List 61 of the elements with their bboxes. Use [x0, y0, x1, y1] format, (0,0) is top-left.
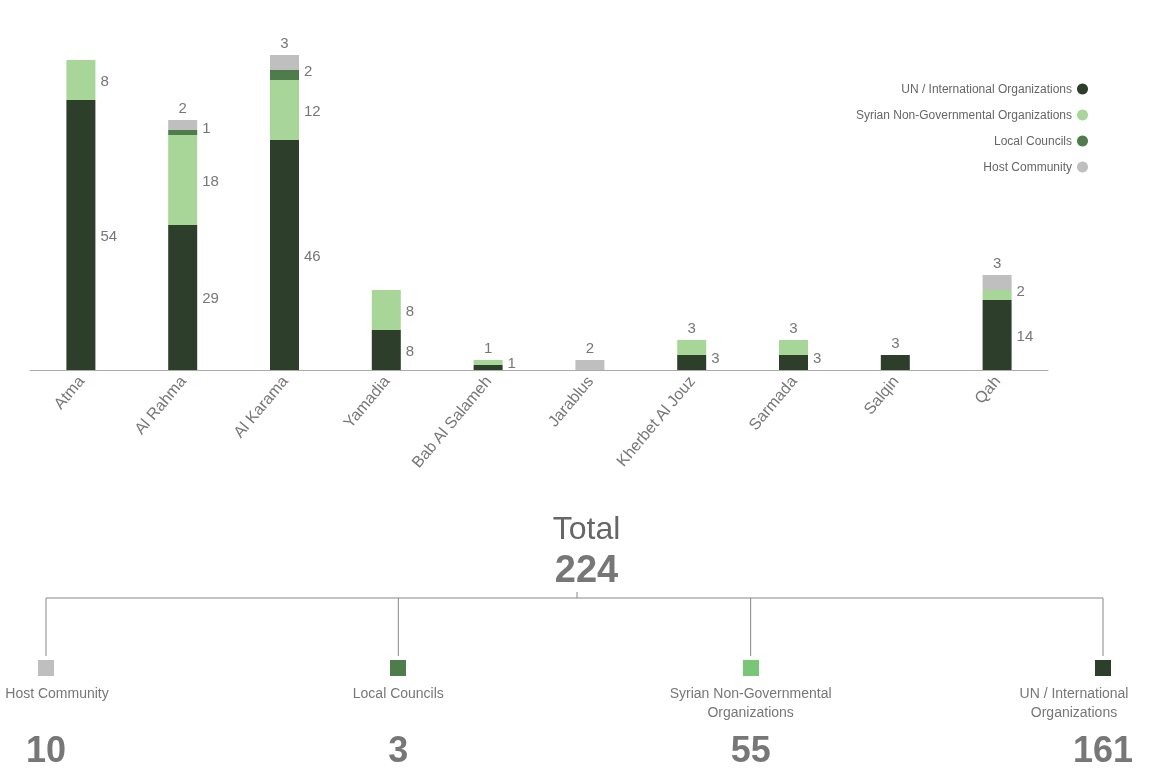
bar — [982, 275, 1012, 290]
data-label: 161 — [1071, 729, 1135, 770]
data-label: 3 — [789, 319, 798, 336]
category-label: UN / International Organizations — [1018, 684, 1130, 722]
bar — [168, 135, 198, 225]
data-label: 1 — [507, 354, 516, 371]
category-label: Host Community — [4, 684, 110, 703]
data-label: 3 — [992, 254, 1002, 271]
data-label: 2 — [585, 339, 595, 356]
bar — [779, 355, 808, 370]
legend-label: Host Community — [983, 160, 1072, 174]
data-label: 8 — [405, 341, 415, 359]
bar — [168, 120, 198, 130]
data-label: 2 — [1016, 281, 1025, 299]
data-label: 46 — [304, 246, 321, 264]
bar — [371, 330, 401, 370]
bar — [66, 60, 96, 100]
bar — [677, 355, 707, 370]
data-label: 3 — [387, 729, 410, 770]
data-label: 12 — [304, 101, 321, 119]
data-label: 2 — [178, 99, 187, 116]
bar — [270, 55, 299, 70]
text: 224 — [553, 548, 620, 591]
data-label: 10 — [24, 729, 67, 770]
bar — [168, 130, 198, 135]
data-label: 55 — [729, 729, 772, 770]
bar — [168, 225, 198, 370]
text: Total — [551, 510, 622, 547]
data-label: 8 — [100, 71, 109, 89]
bar — [473, 360, 503, 365]
category-label: Syrian Non-Governmental Organizations — [668, 684, 833, 722]
legend-label: Local Councils — [993, 134, 1072, 148]
data-label: 29 — [202, 289, 219, 306]
bar — [473, 365, 503, 370]
bar — [270, 140, 299, 370]
data-label: 3 — [813, 349, 822, 366]
data-label: 3 — [891, 334, 900, 351]
bar — [371, 290, 401, 330]
data-label: 54 — [100, 226, 118, 244]
data-label: 1 — [483, 339, 493, 356]
bar — [270, 80, 299, 140]
bar — [982, 300, 1012, 370]
data-label: 3 — [687, 319, 696, 336]
legend-label: UN / International Organizations — [901, 82, 1072, 96]
category-label: Local Councils — [351, 684, 445, 703]
data-label: 18 — [202, 171, 219, 189]
bar — [677, 340, 707, 355]
bar — [66, 100, 96, 370]
data-label: 2 — [304, 61, 313, 79]
bar — [270, 70, 299, 80]
data-label: 3 — [280, 34, 289, 51]
bar — [880, 355, 910, 370]
legend-label: Syrian Non-Governmental Organizations — [855, 108, 1072, 122]
data-label: 8 — [405, 301, 415, 319]
bar — [779, 340, 808, 355]
data-label: 1 — [202, 119, 211, 136]
bar — [982, 290, 1012, 300]
data-label: 3 — [711, 349, 720, 366]
x-tick-label: Qah — [971, 372, 1004, 407]
data-label: 14 — [1016, 326, 1034, 344]
bar — [575, 360, 605, 370]
